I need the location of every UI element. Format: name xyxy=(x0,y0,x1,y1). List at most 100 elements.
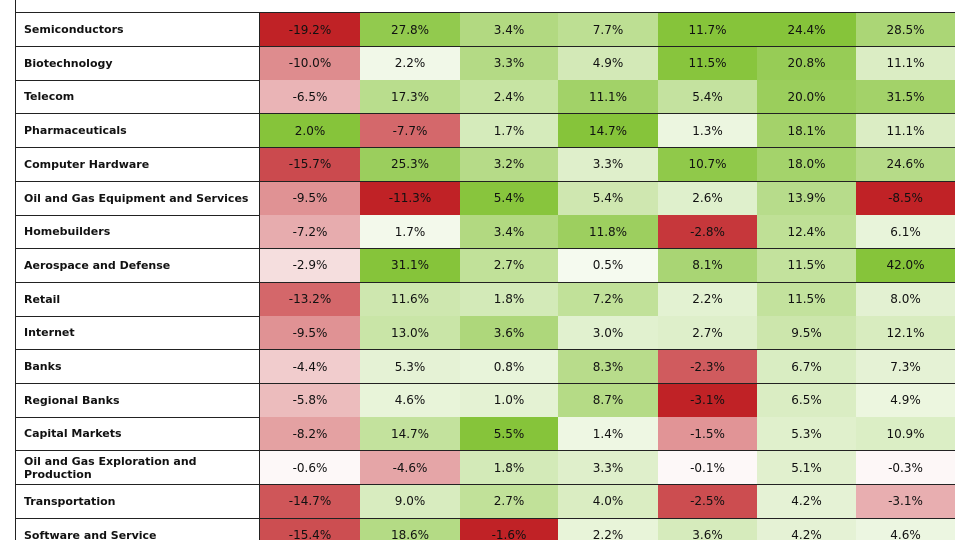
value-cell: -4.4% xyxy=(260,350,360,383)
value-cell: -15.7% xyxy=(260,147,360,181)
value-cell: 5.3% xyxy=(757,417,856,451)
value-cell: 18.0% xyxy=(757,147,856,181)
value-cell: 3.2% xyxy=(460,147,558,181)
row-label: Telecom xyxy=(15,80,260,114)
value-cell: 20.8% xyxy=(757,46,856,80)
row-label: Internet xyxy=(15,316,260,350)
value-cell: -8.2% xyxy=(260,417,360,451)
value-cell: 18.6% xyxy=(360,518,460,540)
value-cell: 5.4% xyxy=(658,80,757,114)
value-cell: -2.3% xyxy=(658,350,757,383)
table-row: Software and Service -15.4% 18.6% -1.6% 2.2%… xyxy=(15,518,955,540)
cropped-row xyxy=(15,0,955,13)
value-cell: 4.9% xyxy=(856,383,955,417)
value-cell: 2.0% xyxy=(260,114,360,148)
value-cell: 4.6% xyxy=(856,518,955,540)
table-row: Oil and Gas Equipment and Services -9.5% -… xyxy=(15,181,955,216)
value-cell: 5.1% xyxy=(757,451,856,485)
value-cell: 5.4% xyxy=(460,181,558,215)
value-cell: 6.7% xyxy=(757,350,856,383)
value-cell: 24.6% xyxy=(856,147,955,181)
value-cell: 20.0% xyxy=(757,80,856,114)
value-cell: 11.1% xyxy=(856,46,955,80)
value-cell: 1.7% xyxy=(460,114,558,148)
value-cell: 8.7% xyxy=(558,383,658,417)
value-cell: 2.6% xyxy=(658,181,757,215)
value-cell: 3.6% xyxy=(658,518,757,540)
value-cell: 8.1% xyxy=(658,248,757,282)
value-cell: 4.9% xyxy=(558,46,658,80)
table-row: Telecom -6.5% 17.3% 2.4% 11.1% 5.4% 20.0% 31.5% xyxy=(15,80,955,115)
value-cell: 2.7% xyxy=(460,248,558,282)
value-cell: -13.2% xyxy=(260,282,360,316)
row-label: Retail xyxy=(15,282,260,316)
value-cell: 11.1% xyxy=(856,114,955,148)
table-row: Banks -4.4% 5.3% 0.8% 8.3% -2.3% 6.7% 7.3% xyxy=(15,350,955,384)
value-cell: -8.5% xyxy=(856,181,955,215)
value-cell: 31.1% xyxy=(360,248,460,282)
value-cell: -0.6% xyxy=(260,451,360,485)
value-cell: -2.5% xyxy=(658,484,757,518)
value-cell: 9.0% xyxy=(360,484,460,518)
value-cell: -3.1% xyxy=(658,383,757,417)
value-cell: 3.3% xyxy=(460,46,558,80)
value-cell: -9.5% xyxy=(260,316,360,350)
row-label: Transportation xyxy=(15,484,260,518)
value-cell: 11.5% xyxy=(757,248,856,282)
value-cell: 4.2% xyxy=(757,484,856,518)
value-cell: 0.5% xyxy=(558,248,658,282)
table-row: Internet -9.5% 13.0% 3.6% 3.0% 2.7% 9.5% 12.1% xyxy=(15,316,955,351)
value-cell: 4.2% xyxy=(757,518,856,540)
row-label: Oil and Gas Exploration and Production xyxy=(15,451,260,485)
value-cell: 2.2% xyxy=(558,518,658,540)
value-cell: 0.8% xyxy=(460,350,558,383)
row-label: Oil and Gas Equipment and Services xyxy=(15,181,260,215)
value-cell: 1.3% xyxy=(658,114,757,148)
value-cell: 1.0% xyxy=(460,383,558,417)
table-row: Computer Hardware -15.7% 25.3% 3.2% 3.3% 10.7… xyxy=(15,147,955,182)
value-cell: -0.1% xyxy=(658,451,757,485)
value-cell: 3.3% xyxy=(558,147,658,181)
value-cell: -6.5% xyxy=(260,80,360,114)
table-row: Homebuilders -7.2% 1.7% 3.4% 11.8% -2.8% 12.4%… xyxy=(15,215,955,250)
value-cell: 7.2% xyxy=(558,282,658,316)
row-label: Computer Hardware xyxy=(15,147,260,181)
value-cell: 1.8% xyxy=(460,282,558,316)
value-cell: 11.5% xyxy=(757,282,856,316)
row-label: Banks xyxy=(15,350,260,383)
row-label: Regional Banks xyxy=(15,383,260,417)
value-cell: -2.8% xyxy=(658,215,757,249)
value-cell: 12.1% xyxy=(856,316,955,350)
value-cell: 2.4% xyxy=(460,80,558,114)
value-cell: 12.4% xyxy=(757,215,856,249)
value-cell: 25.3% xyxy=(360,147,460,181)
value-cell: 1.7% xyxy=(360,215,460,249)
table-row: Pharmaceuticals 2.0% -7.7% 1.7% 14.7% 1.3% 18.… xyxy=(15,114,955,149)
value-cell: -9.5% xyxy=(260,181,360,215)
value-cell: 5.5% xyxy=(460,417,558,451)
value-cell: 27.8% xyxy=(360,13,460,46)
value-cell: -1.5% xyxy=(658,417,757,451)
value-cell: 18.1% xyxy=(757,114,856,148)
row-label: Software and Service xyxy=(15,518,260,540)
row-label: Biotechnology xyxy=(15,46,260,80)
value-cell: 3.4% xyxy=(460,13,558,46)
value-cell: 11.7% xyxy=(658,13,757,46)
value-cell: 1.4% xyxy=(558,417,658,451)
value-cell: -2.9% xyxy=(260,248,360,282)
row-label: Capital Markets xyxy=(15,417,260,451)
table-row: Retail -13.2% 11.6% 1.8% 7.2% 2.2% 11.5% 8.0% xyxy=(15,282,955,317)
value-cell: -10.0% xyxy=(260,46,360,80)
table-row: Aerospace and Defense -2.9% 31.1% 2.7% 0.5% 8… xyxy=(15,248,955,283)
value-cell: 7.7% xyxy=(558,13,658,46)
value-cell: 2.2% xyxy=(658,282,757,316)
value-cell: -19.2% xyxy=(260,13,360,46)
value-cell: 8.3% xyxy=(558,350,658,383)
value-cell: 4.0% xyxy=(558,484,658,518)
value-cell: 28.5% xyxy=(856,13,955,46)
value-cell: -14.7% xyxy=(260,484,360,518)
value-cell: 11.6% xyxy=(360,282,460,316)
value-cell: 1.8% xyxy=(460,451,558,485)
table-row: Regional Banks -5.8% 4.6% 1.0% 8.7% -3.1% 6.5%… xyxy=(15,383,955,418)
